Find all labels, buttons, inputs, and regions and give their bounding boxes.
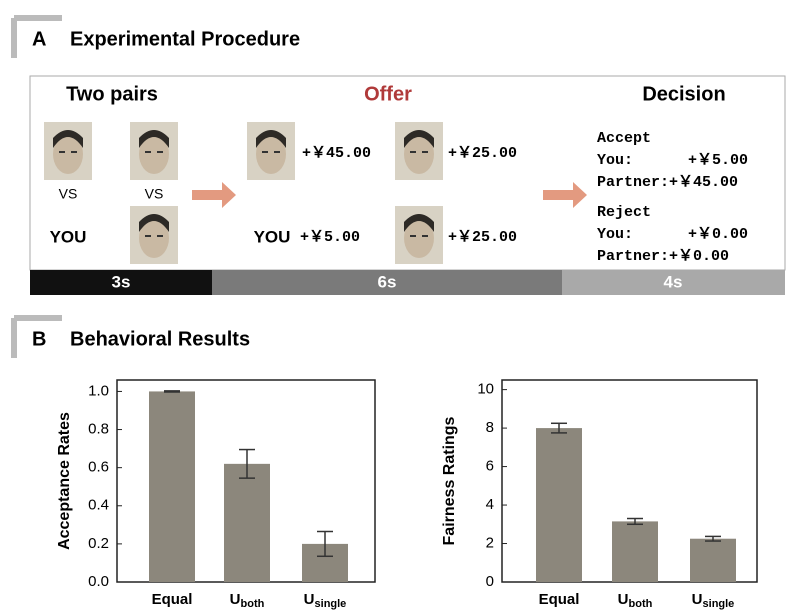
panel-tab — [11, 315, 62, 358]
y-tick-label: 0.6 — [88, 459, 109, 476]
timeline-segment — [562, 270, 785, 295]
face — [53, 134, 83, 174]
panel-label: A — [32, 28, 46, 50]
y-tick-label: 0 — [486, 573, 494, 590]
offer-amount: +￥5.00 — [300, 229, 360, 246]
bar — [224, 463, 270, 582]
bar — [690, 538, 736, 582]
x-tick-label: Equal — [539, 591, 580, 608]
you-label: YOU — [50, 227, 87, 246]
hair — [404, 130, 434, 148]
bar — [612, 521, 658, 582]
arrow — [543, 182, 587, 208]
y-tick-label: 0.8 — [88, 421, 109, 438]
stage-heading: Offer — [364, 83, 412, 105]
y-tick-label: 10 — [477, 381, 494, 398]
x-tick-label: Uboth — [618, 591, 653, 610]
vs-label: VS — [145, 186, 164, 202]
y-tick-label: 0.4 — [88, 497, 109, 514]
duration: 6s — [378, 272, 397, 291]
offer-amount: +￥45.00 — [302, 145, 371, 162]
decision-text: Partner:+￥45.00 — [597, 174, 738, 191]
decision-text: Accept — [597, 130, 651, 147]
hair — [256, 130, 286, 148]
y-axis-label: Acceptance Rates — [56, 412, 73, 550]
arrow — [192, 182, 236, 208]
y-tick-label: 2 — [486, 534, 494, 551]
face — [256, 134, 286, 174]
vs-label: VS — [59, 186, 78, 202]
face — [139, 218, 169, 258]
hair — [139, 214, 169, 232]
duration: 4s — [664, 272, 683, 291]
decision-text: You: — [597, 226, 633, 243]
offer-amount: +￥25.00 — [448, 145, 517, 162]
y-tick-label: 0.2 — [88, 535, 109, 552]
hair — [404, 214, 434, 232]
you-label: YOU — [254, 227, 291, 246]
y-axis-label: Fairness Ratings — [441, 416, 458, 545]
face — [139, 134, 169, 174]
panel-title: Experimental Procedure — [70, 28, 300, 50]
y-tick-label: 1.0 — [88, 382, 109, 399]
panel-label: B — [32, 328, 46, 350]
decision-text: You: — [597, 152, 633, 169]
y-tick-label: 0.0 — [88, 573, 109, 590]
bar — [149, 391, 195, 582]
panel-title: Behavioral Results — [70, 328, 250, 350]
face — [404, 218, 434, 258]
panel-tab — [11, 15, 62, 58]
decision-text: Partner:+￥0.00 — [597, 248, 729, 265]
offer-amount: +￥25.00 — [448, 229, 517, 246]
timeline-segment — [212, 270, 562, 295]
hair — [139, 130, 169, 148]
stage-heading: Decision — [642, 83, 725, 105]
x-tick-label: Usingle — [304, 591, 347, 610]
y-tick-label: 4 — [486, 496, 494, 513]
decision-text: Reject — [597, 204, 651, 221]
timeline-segment — [30, 270, 212, 295]
x-tick-label: Uboth — [230, 591, 265, 610]
duration: 3s — [112, 272, 131, 291]
face — [404, 134, 434, 174]
stage-heading: Two pairs — [66, 83, 158, 105]
hair — [53, 130, 83, 148]
decision-text: +￥5.00 — [688, 152, 748, 169]
x-tick-label: Equal — [152, 591, 193, 608]
y-tick-label: 6 — [486, 458, 494, 475]
decision-text: +￥0.00 — [688, 226, 748, 243]
bar — [536, 428, 582, 582]
x-tick-label: Usingle — [692, 591, 735, 610]
y-tick-label: 8 — [486, 419, 494, 436]
